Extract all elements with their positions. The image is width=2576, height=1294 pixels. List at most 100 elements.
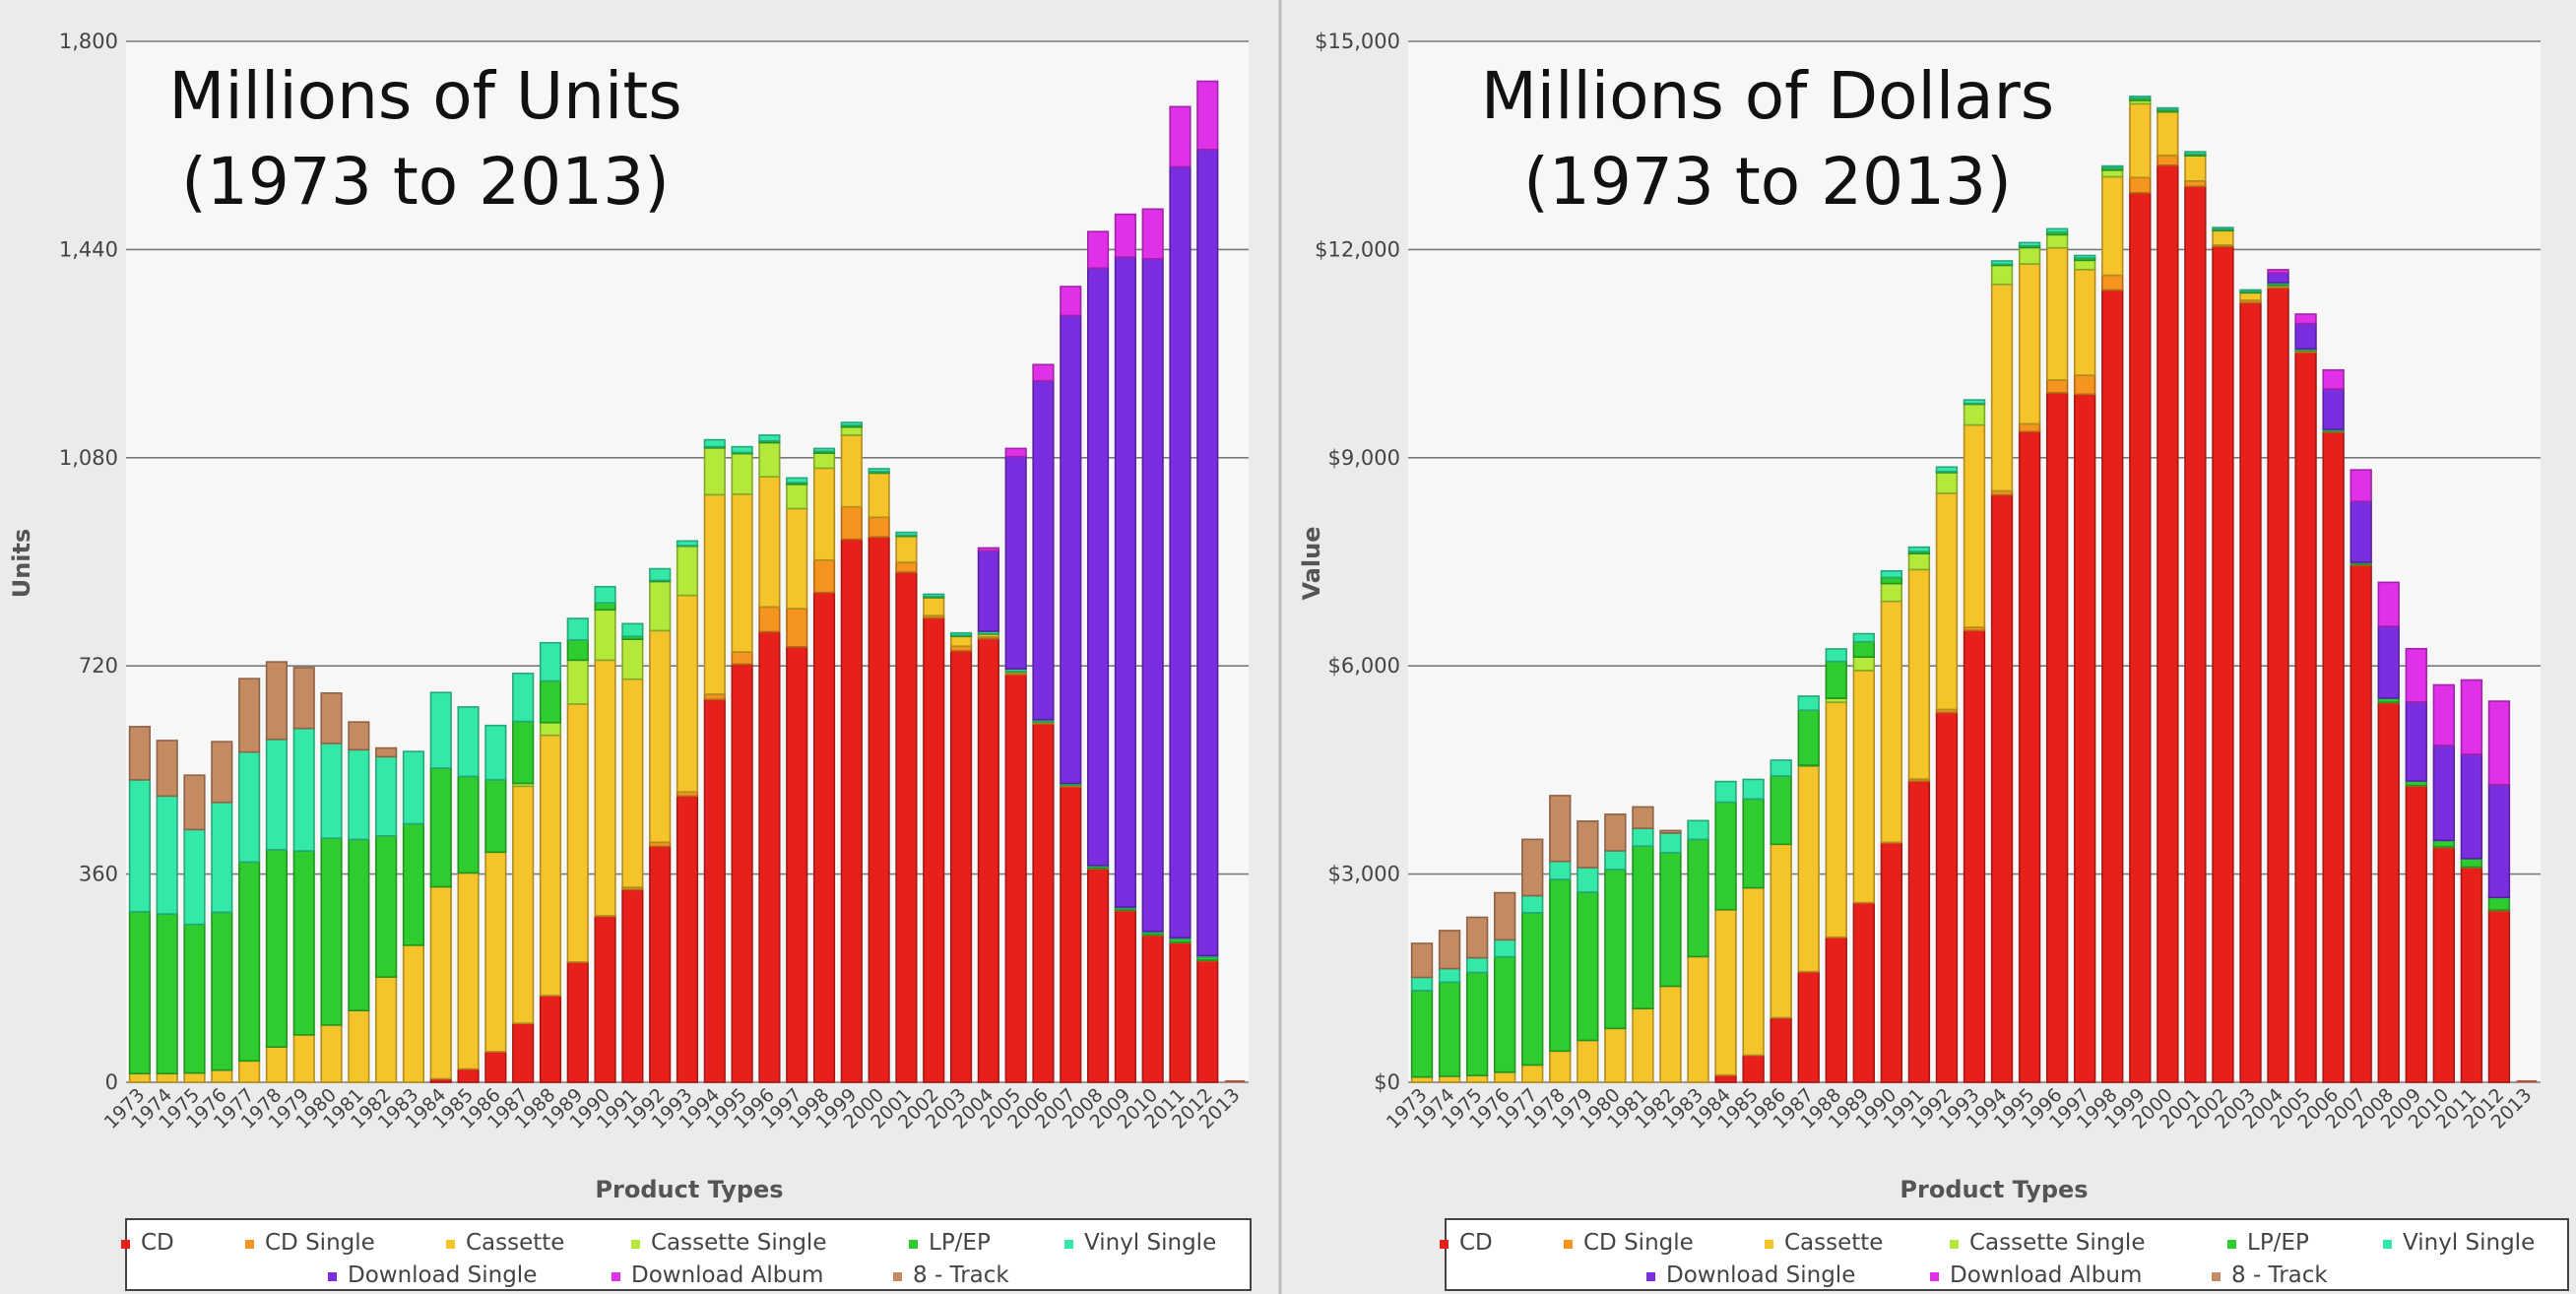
bar-segment [594,602,616,612]
bar-segment [895,571,918,1083]
bar-segment [2212,226,2234,230]
bar-segment [2405,647,2427,703]
bar-segment [1797,970,1820,1083]
bar-segment [1060,786,1082,1083]
bar-segment [703,698,726,1083]
bar-segment [2432,744,2456,842]
bar-segment [457,775,480,874]
bar-segment [1465,971,1489,1076]
y-tick-label: $0 [1374,1070,1400,1094]
bar-segment [2432,846,2456,1083]
bar-segment [1577,867,1599,893]
bar-segment [1714,1073,1737,1083]
bar-segment [1825,660,1847,699]
legend-swatch [1440,1240,1449,1249]
bar-segment [1577,1039,1599,1083]
bar-segment [868,536,890,1083]
bar-segment [703,493,726,695]
bar-segment [2157,110,2179,157]
bar-segment [512,785,535,1024]
bar-segment [786,608,808,648]
y-tick-label: 1,440 [59,237,118,261]
bar-segment [429,885,452,1080]
bar-segment [786,477,808,484]
bar-segment [676,540,699,547]
bar-segment [1742,798,1765,889]
bar-segment [348,721,370,751]
bar-segment [2432,839,2456,848]
bar-segment [566,703,589,963]
legend-swatch [2212,1272,2221,1281]
legend-swatch [121,1240,130,1249]
x-axis-title: Product Types [595,1176,783,1203]
bar-segment [1632,806,1654,829]
bar-segment [2267,287,2289,1083]
bar-segment [1410,1075,1434,1083]
bar-segment [731,452,753,495]
bar-segment [2101,175,2124,277]
bar-segment [183,1071,206,1083]
y-tick-label: $3,000 [1328,863,1400,886]
bar-segment [156,1072,178,1083]
bar-segment [1086,230,1110,269]
legend: CD CD Single Cassette Cassette Single LP/EP V… [121,1218,1252,1291]
bar-segment [1935,466,1959,473]
bar-segment [1604,813,1627,852]
bar-segment [812,467,836,561]
bar-segment [429,691,452,769]
bar-segment [2074,259,2096,271]
bar-segment [868,516,890,539]
y-axis-title: Value [1298,526,1325,600]
bar-segment [1687,819,1709,841]
bar-segment [320,743,343,839]
bar-segment [292,850,315,1036]
bar-segment [156,913,178,1074]
bar-segment [539,641,562,682]
bar-segment [1963,403,1986,426]
bar-segment [621,678,644,888]
bar-segment [156,740,178,798]
bar-segment [402,944,425,1083]
bar-segment [320,1024,343,1083]
bar-segment [2460,858,2483,869]
bar-segment [2045,392,2069,1083]
bar-segment [238,1060,261,1083]
bar-segment [1438,1075,1461,1083]
bar-segment [1438,967,1461,984]
legend-swatch [1950,1240,1959,1249]
bar-segment [128,779,151,913]
bar-segment [238,678,261,753]
bar-segment [1169,165,1191,938]
bar-segment [1742,1054,1765,1083]
bar-segment [1935,472,1959,494]
bar-segment [156,795,178,915]
bar-segment [539,679,562,724]
bar-segment [2045,379,2069,394]
bar-segment [1577,891,1599,1042]
bar-segment [1852,640,1875,658]
bar-segment [758,434,781,442]
bar-segment [265,661,289,741]
bar-segment [265,738,289,851]
bar-segment [457,706,480,778]
bar-segment [594,659,616,917]
legend-label: Cassette [1784,1230,1883,1256]
bar-segment [812,447,836,453]
bar-segment [238,750,261,864]
bar-segment [2322,368,2345,390]
bar-segment [1990,260,2014,266]
bar-segment [1852,670,1875,904]
bar-segment [211,741,233,804]
bar-segment [812,558,836,594]
bar-segment [1963,629,1986,1083]
bar-segment [320,691,343,744]
bar-segment [2294,313,2317,325]
bar-segment [1714,780,1737,804]
bar-segment [786,484,808,510]
legend-label: LP/EP [929,1230,991,1256]
bar-segment [1770,775,1792,846]
bar-segment [2212,229,2234,246]
bar-segment [128,726,151,781]
legend-swatch [1930,1272,1939,1281]
